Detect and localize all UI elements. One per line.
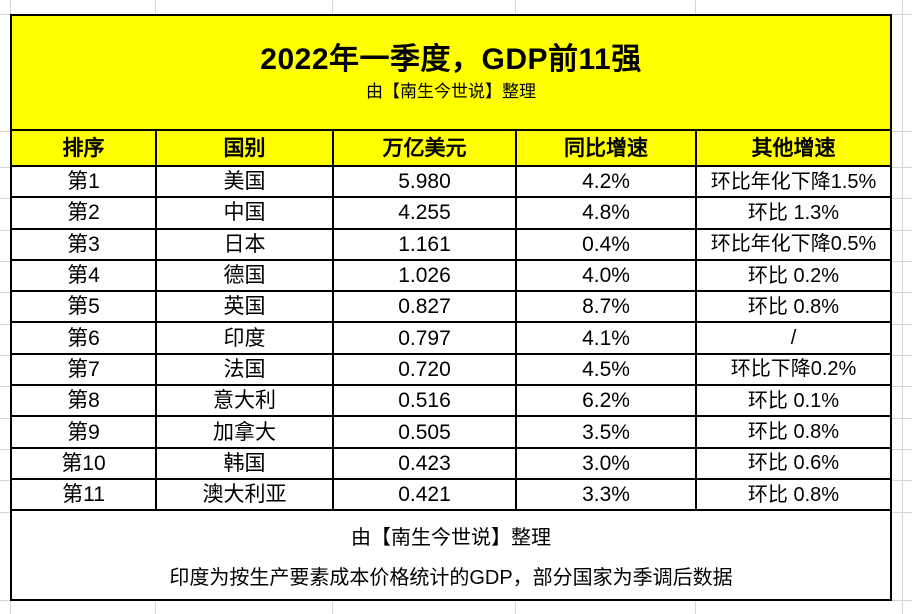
- table-cell[interactable]: 第10: [12, 448, 157, 478]
- table-cell[interactable]: 澳大利亚: [157, 479, 334, 510]
- gridline-vertical: [902, 0, 903, 614]
- table-cell[interactable]: 英国: [157, 292, 334, 322]
- table-cell[interactable]: 4.8%: [517, 198, 697, 228]
- table-row: 第11 澳大利亚 0.421 3.3% 环比 0.8%: [12, 479, 890, 512]
- table-cell[interactable]: 韩国: [157, 448, 334, 478]
- table-cell[interactable]: 0.4%: [517, 229, 697, 259]
- table-row: 第10 韩国 0.423 3.0% 环比 0.6%: [12, 448, 890, 480]
- table-cell[interactable]: 意大利: [157, 386, 334, 416]
- table-cell[interactable]: 第6: [12, 323, 157, 353]
- table-cell[interactable]: 环比下降0.2%: [730, 358, 857, 381]
- table-cell[interactable]: 加拿大: [157, 417, 334, 447]
- table-cell[interactable]: 第11: [12, 479, 157, 510]
- table-cell[interactable]: 第8: [12, 386, 157, 416]
- table-cell[interactable]: 4.2%: [517, 167, 697, 197]
- table-subtitle: 由【南生今世说】整理: [366, 82, 536, 102]
- footer-note: 印度为按生产要素成本价格统计的GDP，部分国家为季调后数据: [169, 566, 733, 589]
- table-cell[interactable]: 印度: [157, 323, 334, 353]
- table-cell[interactable]: 4.0%: [517, 260, 697, 291]
- table-cell[interactable]: 第1: [12, 167, 157, 197]
- table-cell[interactable]: 法国: [157, 354, 334, 385]
- table-cell[interactable]: 中国: [157, 198, 334, 228]
- table-header-row: 排序 国别 万亿美元 同比增速 其他增速: [12, 131, 890, 167]
- table-row: 第7 法国 0.720 4.5% 环比下降0.2%: [12, 354, 890, 387]
- table-row: 第5 英国 0.827 8.7% 环比 0.8%: [12, 292, 890, 324]
- table-row: 第2 中国 4.255 4.8% 环比 1.3%: [12, 198, 890, 230]
- table-cell[interactable]: 6.2%: [517, 386, 697, 416]
- table-cell[interactable]: 第7: [12, 354, 157, 385]
- table-row: 第1 美国 5.980 4.2% 环比年化下降1.5%: [12, 167, 890, 199]
- table-cell[interactable]: 4.1%: [517, 323, 697, 353]
- table-row: 第9 加拿大 0.505 3.5% 环比 0.8%: [12, 417, 890, 449]
- table-cell[interactable]: 0.423: [334, 448, 517, 478]
- table-cell[interactable]: 8.7%: [517, 292, 697, 322]
- table-row: 第6 印度 0.797 4.1% /: [12, 323, 890, 355]
- table-cell[interactable]: 0.720: [334, 354, 517, 385]
- header-cell[interactable]: 万亿美元: [334, 131, 517, 165]
- table-cell[interactable]: 环比 0.8%: [747, 295, 840, 318]
- table-cell[interactable]: 第4: [12, 260, 157, 291]
- table-cell[interactable]: 4.255: [334, 198, 517, 228]
- table-cell[interactable]: 3.5%: [517, 417, 697, 447]
- table-cell[interactable]: 德国: [157, 260, 334, 291]
- table-cell[interactable]: 第5: [12, 292, 157, 322]
- footer-credit: 由【南生今世说】整理: [351, 526, 551, 549]
- table-cell[interactable]: 4.5%: [517, 354, 697, 385]
- table-cell[interactable]: 1.161: [334, 229, 517, 259]
- table-cell[interactable]: 0.505: [334, 417, 517, 447]
- table-cell[interactable]: 美国: [157, 167, 334, 197]
- table-row: 第8 意大利 0.516 6.2% 环比 0.1%: [12, 386, 890, 418]
- gdp-table: 2022年一季度，GDP前11强 由【南生今世说】整理 排序 国别 万亿美元 同比增速…: [10, 14, 892, 602]
- header-cell[interactable]: 国别: [157, 131, 334, 165]
- table-cell[interactable]: 环比 0.2%: [747, 264, 840, 287]
- header-cell[interactable]: 排序: [12, 131, 157, 165]
- table-body: 第1 美国 5.980 4.2% 环比年化下降1.5% 第2 中国 4.255 4.8% 环比 1…: [12, 167, 890, 512]
- table-cell[interactable]: 第2: [12, 198, 157, 228]
- table-cell[interactable]: 3.3%: [517, 479, 697, 510]
- table-cell[interactable]: 1.026: [334, 260, 517, 291]
- table-row: 第4 德国 1.026 4.0% 环比 0.2%: [12, 260, 890, 293]
- table-cell[interactable]: 环比 0.8%: [747, 421, 840, 444]
- table-cell[interactable]: 0.797: [334, 323, 517, 353]
- table-cell[interactable]: 日本: [157, 229, 334, 259]
- table-cell[interactable]: 0.516: [334, 386, 517, 416]
- table-cell[interactable]: 环比 0.6%: [747, 452, 840, 475]
- table-cell[interactable]: 环比 0.1%: [747, 389, 840, 412]
- title-cell[interactable]: 2022年一季度，GDP前11强 由【南生今世说】整理: [12, 16, 890, 131]
- table-cell[interactable]: 0.827: [334, 292, 517, 322]
- table-row: 第3 日本 1.161 0.4% 环比年化下降0.5%: [12, 229, 890, 261]
- table-cell[interactable]: 5.980: [334, 167, 517, 197]
- table-cell[interactable]: 环比 1.3%: [747, 201, 840, 224]
- table-cell[interactable]: 0.421: [334, 479, 517, 510]
- table-cell[interactable]: 第3: [12, 229, 157, 259]
- footer-cell[interactable]: 由【南生今世说】整理 印度为按生产要素成本价格统计的GDP，部分国家为季调后数据: [12, 511, 890, 600]
- table-cell[interactable]: 第9: [12, 417, 157, 447]
- header-cell[interactable]: 其他增速: [751, 136, 836, 160]
- header-cell[interactable]: 同比增速: [517, 131, 697, 165]
- table-cell[interactable]: 3.0%: [517, 448, 697, 478]
- table-cell[interactable]: 环比年化下降1.5%: [710, 170, 877, 193]
- table-cell[interactable]: /: [790, 327, 797, 350]
- table-cell[interactable]: 环比年化下降0.5%: [710, 233, 877, 256]
- table-cell[interactable]: 环比 0.8%: [747, 483, 840, 506]
- table-title: 2022年一季度，GDP前11强: [260, 43, 642, 77]
